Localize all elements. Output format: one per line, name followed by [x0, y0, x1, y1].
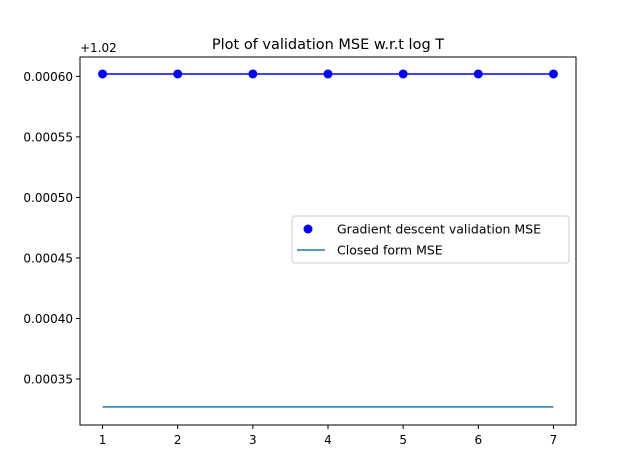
legend-box — [291, 215, 570, 264]
data-point-0-3 — [323, 69, 333, 79]
x-tick-label-6: 7 — [550, 433, 558, 447]
y-tick-label-3: 0.00050 — [23, 191, 73, 205]
data-point-0-2 — [248, 69, 258, 79]
data-point-0-1 — [173, 69, 183, 79]
y-axis-offset-label: +1.02 — [80, 41, 117, 55]
x-tick-label-1: 2 — [174, 433, 182, 447]
legend-label-closed-form: Closed form MSE — [337, 243, 443, 258]
x-tick-label-3: 4 — [324, 433, 332, 447]
y-tick-label-5: 0.00060 — [23, 70, 73, 84]
x-tick-label-5: 6 — [474, 433, 482, 447]
legend: Gradient descent validation MSE Closed f… — [291, 215, 570, 264]
data-point-0-6 — [548, 69, 558, 79]
y-tick-label-2: 0.00045 — [23, 251, 73, 265]
data-point-0-4 — [398, 69, 408, 79]
x-tick-label-4: 5 — [399, 433, 407, 447]
plot-area — [98, 69, 558, 408]
y-tick-label-0: 0.00035 — [23, 373, 73, 387]
data-point-0-0 — [98, 69, 108, 79]
x-tick-label-2: 3 — [249, 433, 257, 447]
y-tick-label-1: 0.00040 — [23, 312, 73, 326]
legend-label-gradient-descent: Gradient descent validation MSE — [337, 222, 541, 237]
y-tick-label-4: 0.00055 — [23, 130, 73, 144]
data-point-0-5 — [473, 69, 483, 79]
legend-marker-gradient-descent — [303, 224, 313, 234]
x-tick-label-0: 1 — [99, 433, 107, 447]
chart-title: Plot of validation MSE w.r.t log T — [212, 37, 444, 53]
